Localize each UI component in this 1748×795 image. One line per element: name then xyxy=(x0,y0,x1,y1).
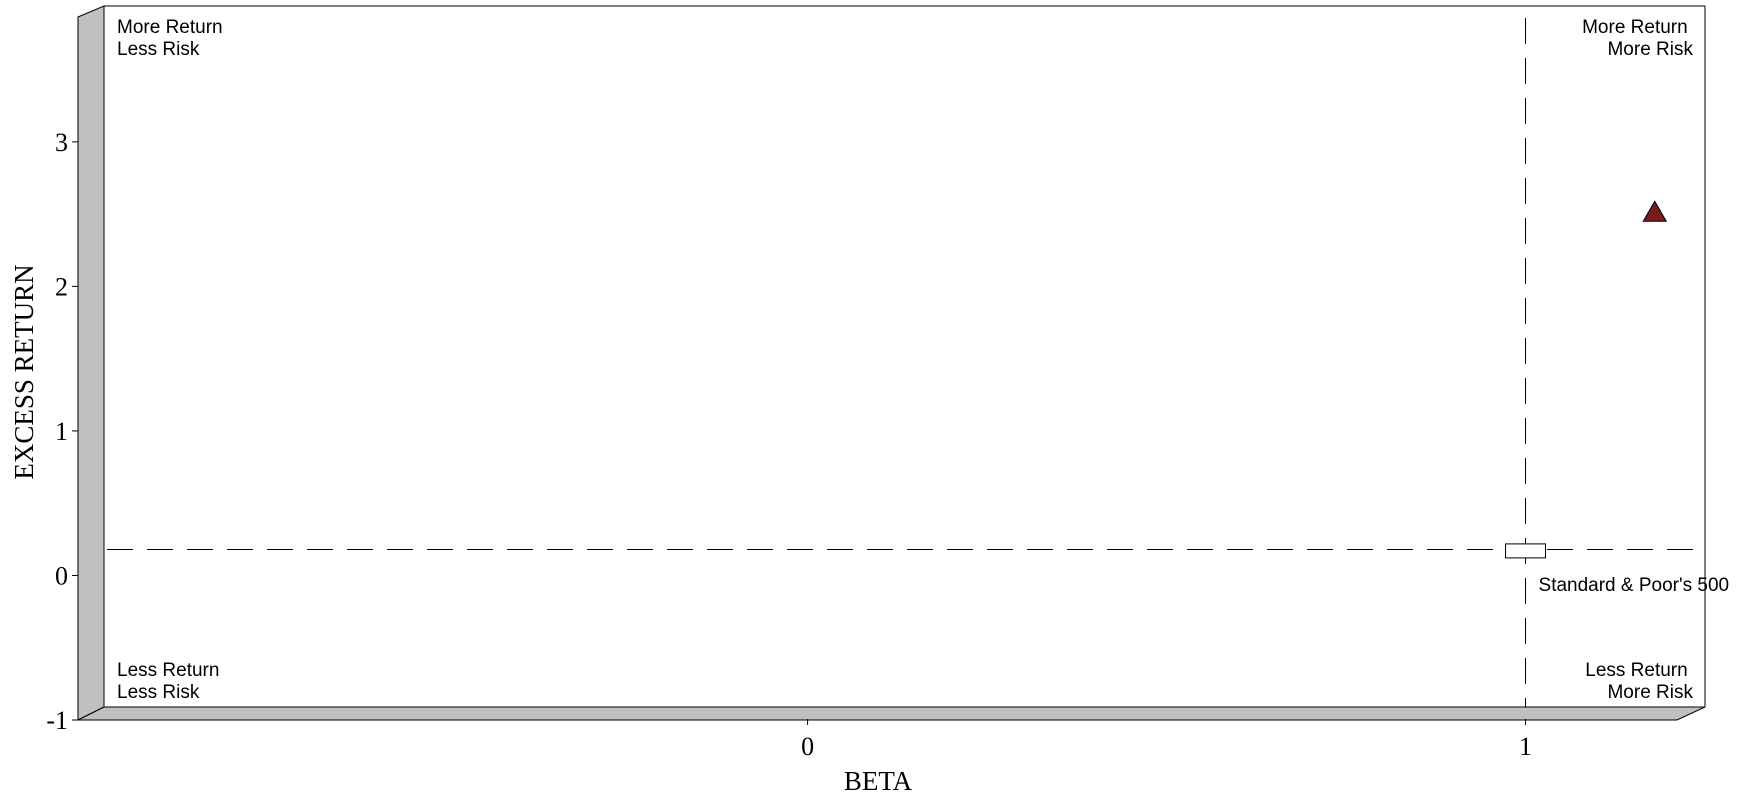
y-axis-ticks: -1 0 1 2 3 xyxy=(46,128,78,735)
quadrant-label-bottom-right: Less Return More Risk xyxy=(1585,660,1693,703)
x-tick-label: 0 xyxy=(801,732,814,761)
triangle-marker xyxy=(1642,200,1668,222)
x-axis-title: BETA xyxy=(844,766,913,795)
floor xyxy=(77,706,1706,721)
y-tick-label: -1 xyxy=(46,706,68,735)
sp500-marker xyxy=(1505,543,1547,559)
y-axis-title: EXCESS RETURN xyxy=(9,264,39,479)
plot-area xyxy=(103,5,1706,708)
quadrant-label-bottom-left: Less Return Less Risk xyxy=(117,660,225,703)
y-tick-label: 3 xyxy=(55,128,68,157)
quadrant-label-top-right: More Return More Risk xyxy=(1582,17,1693,60)
left-wall xyxy=(77,5,105,721)
y-tick-label: 1 xyxy=(55,417,68,446)
quadrant-label-top-left: More Return Less Risk xyxy=(117,17,228,60)
sp500-label: Standard & Poor's 500 xyxy=(1539,575,1730,596)
y-tick-label: 2 xyxy=(55,272,68,301)
x-tick-label: 1 xyxy=(1519,732,1532,761)
y-tick-label: 0 xyxy=(55,561,68,590)
data-points: Standard & Poor's 500 xyxy=(1505,200,1730,596)
